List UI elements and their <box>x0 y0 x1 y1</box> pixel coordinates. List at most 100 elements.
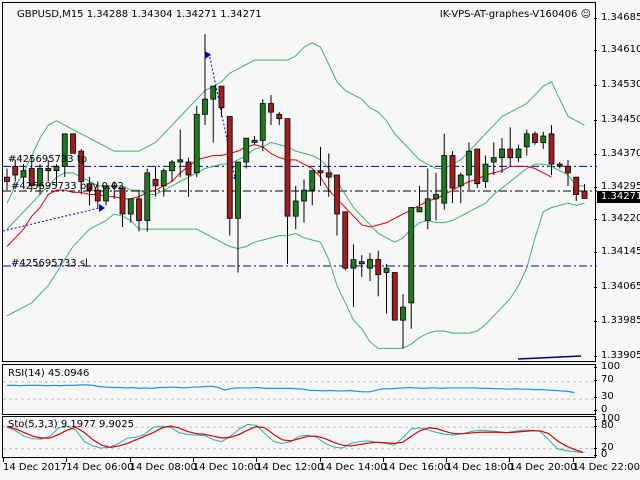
rsi-panel[interactable]: RSI(14) 45.0946 <box>2 364 597 415</box>
candle <box>243 137 250 169</box>
candle <box>548 125 555 175</box>
candle <box>86 177 93 206</box>
candle <box>20 164 27 186</box>
expert-advisor-label: IK-VPS-AT-graphes-V160406 ☺ <box>440 9 591 20</box>
price-tick: 1.33985 <box>593 316 640 326</box>
candle <box>482 155 489 188</box>
candle <box>441 133 448 210</box>
candle <box>391 272 398 321</box>
rsi-tick: 30 <box>594 392 614 402</box>
price-axis[interactable]: 1.34685 1.34610 1.34530 1.34450 1.34370 1.342… <box>593 2 640 362</box>
time-label: 14 Dec 12:00 <box>256 458 324 473</box>
candle <box>235 161 241 273</box>
price-tick: 1.34370 <box>593 149 640 159</box>
candle <box>226 116 233 236</box>
candle <box>259 99 266 152</box>
expert-name: IK-VPS-AT-graphes-V160406 <box>439 9 578 20</box>
candle <box>581 184 588 199</box>
stochastic-label: Sto(5,3,3) 9.1977 9.9025 <box>8 419 134 430</box>
candlestick-chart[interactable] <box>3 3 597 363</box>
candle <box>367 252 373 282</box>
candle <box>169 159 175 182</box>
candle <box>416 185 423 213</box>
candle <box>532 131 538 145</box>
candle <box>53 164 60 186</box>
stop-loss-label: #425695733 sl <box>11 258 88 269</box>
price-tick: 1.34450 <box>593 114 640 125</box>
candle <box>449 151 456 204</box>
candle <box>160 168 167 197</box>
candle <box>111 181 118 199</box>
candle <box>400 294 406 349</box>
candle <box>383 263 390 314</box>
rsi-tick: 70 <box>594 374 614 385</box>
price-tick: 1.34685 <box>593 13 640 23</box>
time-label: 14 Dec 2017 <box>3 458 67 473</box>
candle <box>103 185 109 206</box>
rsi-tick: 0 <box>593 405 607 415</box>
candle <box>4 168 10 191</box>
candle <box>457 172 464 204</box>
candle <box>540 131 547 149</box>
price-tick: 1.34530 <box>593 80 640 90</box>
price-tick: 1.34220 <box>593 214 640 224</box>
candle <box>573 176 580 201</box>
stochastic-tick: 80 <box>594 421 614 431</box>
candle <box>565 159 571 186</box>
candle <box>78 148 85 195</box>
candle <box>334 174 340 236</box>
stochastic-line-chart <box>3 423 597 454</box>
candle <box>523 129 530 156</box>
candle <box>28 157 35 191</box>
candle <box>350 244 357 308</box>
candle <box>61 133 68 178</box>
stochastic-panel[interactable]: Sto(5,3,3) 9.1977 9.9025 <box>2 416 597 458</box>
time-label: 14 Dec 14:00 <box>319 458 387 473</box>
candle <box>251 135 258 145</box>
time-label: 14 Dec 18:00 <box>446 458 514 473</box>
candle <box>342 211 349 271</box>
rsi-tick: 100 <box>593 362 620 372</box>
candle <box>210 85 217 143</box>
rsi-label: RSI(14) 45.0946 <box>8 368 90 379</box>
time-axis[interactable]: 14 Dec 2017 14 Dec 06:00 14 Dec 08:00 14 De… <box>0 458 640 480</box>
candle <box>37 164 43 195</box>
time-label: 14 Dec 22:00 <box>572 458 640 473</box>
candle <box>317 146 324 186</box>
price-tick: 1.34145 <box>593 246 640 257</box>
rsi-line-chart <box>3 381 597 400</box>
buy-order-label: #425695733 buy 0.02 <box>11 181 124 192</box>
candle <box>144 168 151 232</box>
stochastic-tick: 20 <box>594 442 614 453</box>
candle <box>301 179 307 223</box>
candle <box>127 198 134 223</box>
price-tick: 1.34295 <box>593 181 640 192</box>
current-price-marker: 1.34271 <box>597 191 640 204</box>
candle <box>268 94 274 126</box>
time-label: 14 Dec 16:00 <box>382 458 451 473</box>
candle <box>375 250 382 297</box>
candle <box>284 118 291 264</box>
candle <box>490 142 497 175</box>
candle <box>466 142 472 191</box>
candle <box>119 185 126 227</box>
price-tick: 1.34610 <box>593 45 640 55</box>
stochastic-tick: 0 <box>593 450 607 460</box>
candle <box>433 172 439 221</box>
candle <box>193 105 200 178</box>
candle <box>94 181 101 208</box>
candle <box>202 34 208 126</box>
candle <box>218 85 225 117</box>
price-tick: 1.33905 <box>593 350 640 361</box>
candle <box>292 185 299 230</box>
time-label: 14 Dec 10:00 <box>192 458 261 473</box>
candle <box>499 138 505 173</box>
candle <box>515 144 522 162</box>
candle <box>136 190 142 232</box>
symbol-ohlc-label: GBPUSD,M15 1.34288 1.34304 1.34271 1.342… <box>17 9 262 20</box>
time-label: 14 Dec 08:00 <box>129 458 197 473</box>
candle <box>358 255 365 277</box>
candle <box>424 168 431 230</box>
candle <box>12 159 19 182</box>
price-chart-panel[interactable]: GBPUSD,M15 1.34288 1.34304 1.34271 1.342… <box>2 2 597 363</box>
